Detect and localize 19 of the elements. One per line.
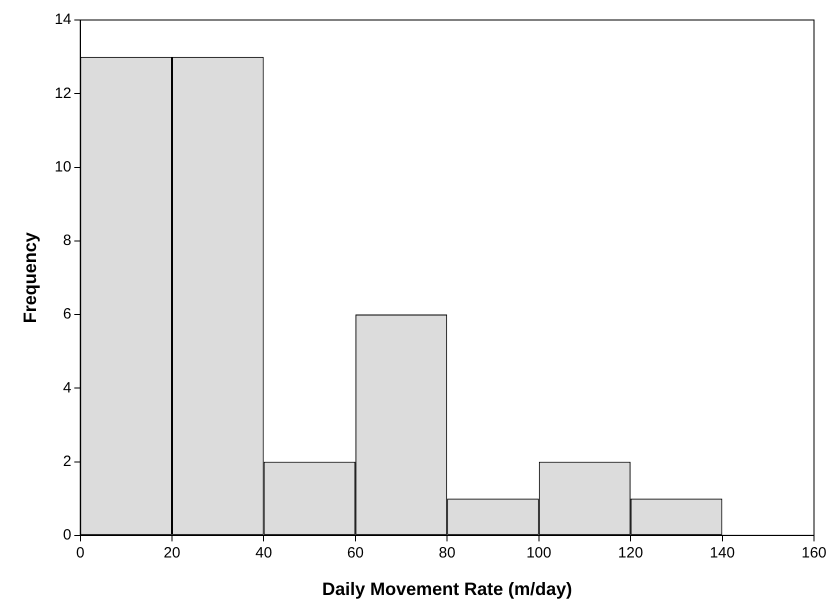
x-axis-title: Daily Movement Rate (m/day): [322, 579, 572, 600]
y-tick-label: 8: [62, 232, 72, 250]
x-tick-label: 0: [76, 544, 84, 562]
y-tick-label: 12: [54, 84, 72, 102]
x-tick-label: 100: [526, 544, 552, 562]
x-tick-label: 80: [438, 544, 456, 562]
y-tick-label: 6: [62, 306, 72, 323]
x-tick-label: 60: [347, 544, 364, 562]
x-tick-label: 160: [801, 544, 827, 562]
x-tick-label: 40: [255, 544, 272, 562]
y-axis-title: Frequency: [20, 232, 40, 324]
y-tick-label: 10: [54, 158, 72, 176]
x-tick-label: 140: [710, 544, 735, 562]
y-tick-label: 0: [62, 526, 72, 544]
y-tick-label: 4: [62, 379, 72, 396]
x-tick-label: 120: [618, 544, 644, 562]
y-tick-label: 14: [54, 11, 72, 28]
x-tick-label: 20: [164, 544, 180, 562]
y-tick-label: 2: [62, 452, 72, 470]
